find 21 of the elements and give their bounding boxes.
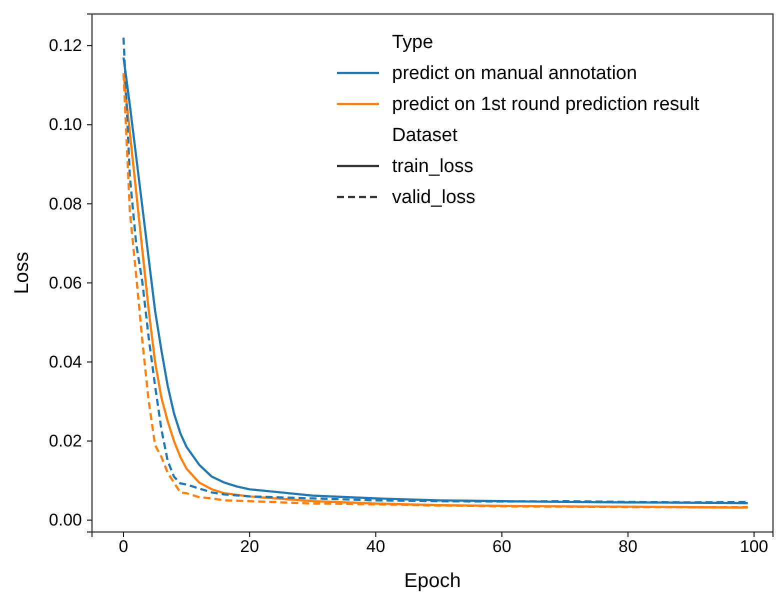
y-tick-label: 0.08 [48,194,82,214]
y-tick-label: 0.00 [48,510,82,530]
legend-label: predict on manual annotation [392,63,638,84]
x-tick-label: 80 [618,537,638,556]
legend-label: predict on 1st round prediction result [392,94,700,115]
x-tick-label: 60 [492,537,512,556]
legend-title: Type [392,32,434,53]
x-tick-label: 100 [740,537,768,556]
y-tick-label: 0.06 [48,273,82,292]
x-tick-label: 0 [118,537,128,556]
y-tick-label: 0.12 [48,36,82,56]
annotation: Dataset [392,125,458,146]
x-axis-title: Epoch [404,570,461,592]
y-tick-label: 0.02 [48,431,82,450]
x-tick-label: 20 [240,537,260,556]
annotation: train_loss [392,156,474,177]
y-axis-title: Loss [11,252,33,294]
y-tick-label: 0.10 [48,115,82,134]
annotation: valid_loss [392,187,476,208]
y-tick-label: 0.04 [48,352,82,372]
x-tick-label: 40 [366,537,386,556]
